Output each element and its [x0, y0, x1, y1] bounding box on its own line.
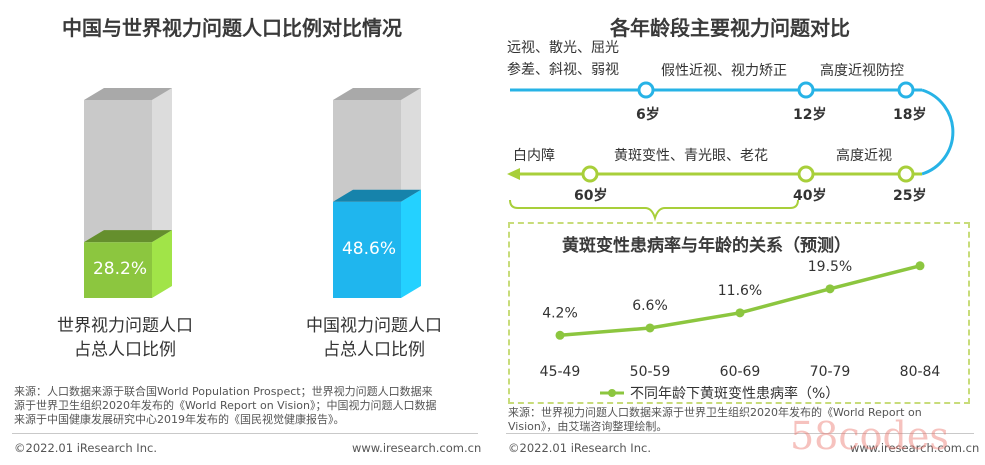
right-source-line: Vision》，由艾瑞咨询整理绘制。	[508, 420, 668, 433]
age-marker-18	[897, 81, 915, 99]
world-bar-empty-side	[152, 88, 172, 243]
left-source-line: 源于世界卫生组织2020年发布的《World Report on Vision》…	[14, 399, 437, 412]
left-source-note: 来源：人口数据来源于联合国World Population Prospect；世…	[14, 385, 484, 427]
left-source-line: 来源：人口数据来源于联合国World Population Prospect；世…	[14, 385, 433, 398]
amd-data-point	[555, 330, 565, 340]
age-marker-6	[637, 81, 655, 99]
world-bar-value: 28.2%	[93, 259, 147, 279]
amd-chart-title: 黄斑变性患病率与年龄的关系（预测）	[562, 236, 851, 256]
amd-x-tick-label: 70-79	[810, 364, 851, 380]
world-bar-empty-front	[84, 100, 152, 243]
age-marker-25	[897, 165, 915, 183]
amd-data-point	[645, 323, 655, 333]
right-website: www.iresearch.com.cn	[850, 441, 980, 455]
china-bar-fill-front	[333, 201, 401, 298]
amd-data-label: 11.6%	[718, 283, 762, 299]
timeline-arrow-icon	[507, 168, 520, 180]
amd-data-point	[735, 308, 745, 318]
age-marker-40	[797, 165, 815, 183]
amd-x-tick-label: 60-69	[720, 364, 761, 380]
amd-line-chart: 4.2%45-496.6%50-5911.6%60-6919.5%70-7927…	[540, 259, 941, 400]
china-bar-top-cap	[333, 88, 421, 100]
china-bar-label-line1: 中国视力问题人口	[306, 316, 442, 336]
world-bar-top-cap	[84, 88, 172, 100]
left-website: www.iresearch.com.cn	[352, 441, 482, 455]
right-source-note: 来源：世界视力问题人口数据来源于世界卫生组织2020年发布的《World Rep…	[508, 406, 978, 434]
left-copyright: ©2022.01 iResearch Inc.	[14, 441, 157, 455]
world-bar-label-line1: 世界视力问题人口	[57, 316, 193, 336]
age-marker-60	[581, 165, 599, 183]
china-bar-label: 中国视力问题人口 占总人口比例	[289, 314, 459, 362]
amd-series-line	[559, 264, 921, 338]
amd-legend-label: 不同年龄下黄斑变性患病率（%）	[630, 385, 839, 400]
left-panel-title: 中国与世界视力问题人口比例对比情况	[62, 16, 402, 40]
world-bar-label-line2: 占总人口比例	[74, 340, 176, 360]
watermark: 58codes	[790, 414, 949, 458]
amd-data-label: 19.5%	[808, 259, 852, 275]
left-footer-divider	[12, 433, 478, 434]
right-panel-title: 各年龄段主要视力问题对比	[610, 16, 850, 40]
age-timeline	[507, 81, 955, 222]
amd-chart-box	[508, 222, 970, 404]
world-bar-fill-front	[84, 242, 152, 298]
right-copyright: ©2022.01 iResearch Inc.	[508, 441, 651, 455]
china-bar-empty-front	[333, 100, 401, 202]
proportion-bar-chart: 28.2% 48.6%	[84, 88, 421, 298]
china-bar-value: 48.6%	[342, 239, 396, 259]
amd-data-label: 6.6%	[632, 298, 668, 314]
age-range-brace	[509, 199, 799, 222]
china-bar-label-line2: 占总人口比例	[323, 340, 425, 360]
age-marker-12	[797, 81, 815, 99]
china-bar-empty-side	[401, 88, 421, 202]
amd-data-label: 4.2%	[542, 305, 578, 321]
amd-data-point	[825, 284, 835, 294]
amd-x-tick-label: 50-59	[630, 364, 671, 380]
right-source-line: 来源：世界视力问题人口数据来源于世界卫生组织2020年发布的《World Rep…	[508, 406, 922, 419]
amd-data-point	[915, 261, 925, 271]
china-bar-fill-side	[401, 189, 421, 298]
world-bar-label: 世界视力问题人口 占总人口比例	[40, 314, 210, 362]
world-bar-fill-side	[152, 230, 172, 298]
world-bar-fill-top	[84, 230, 172, 243]
timeline-curve	[921, 88, 955, 176]
amd-x-tick-label: 80-84	[900, 364, 941, 380]
left-source-line: 来源于中国健康发展研究中心2019年发布的《国民视觉健康报告》。	[14, 413, 345, 426]
amd-legend-marker	[608, 389, 616, 397]
china-bar-fill-top	[333, 189, 421, 202]
right-footer-divider	[506, 433, 974, 434]
amd-x-tick-label: 45-49	[540, 364, 581, 380]
